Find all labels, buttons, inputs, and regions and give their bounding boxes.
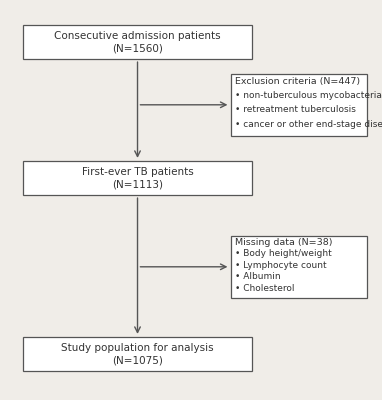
Text: (N=1560): (N=1560)	[112, 43, 163, 53]
Text: (N=1075): (N=1075)	[112, 355, 163, 366]
FancyBboxPatch shape	[231, 236, 367, 298]
Text: • cancer or other end-stage disease: • cancer or other end-stage disease	[235, 120, 382, 128]
Text: First-ever TB patients: First-ever TB patients	[82, 166, 193, 176]
Text: • non-tuberculous mycobacterial lung disease: • non-tuberculous mycobacterial lung dis…	[235, 91, 382, 100]
FancyBboxPatch shape	[231, 74, 367, 136]
FancyBboxPatch shape	[23, 337, 252, 371]
Text: • Albumin: • Albumin	[235, 272, 280, 281]
Text: Missing data (N=38): Missing data (N=38)	[235, 238, 332, 247]
Text: Consecutive admission patients: Consecutive admission patients	[54, 30, 221, 40]
Text: • retreatment tuberculosis: • retreatment tuberculosis	[235, 106, 356, 114]
Text: Study population for analysis: Study population for analysis	[61, 342, 214, 353]
Text: • Cholesterol: • Cholesterol	[235, 284, 295, 293]
Text: (N=1113): (N=1113)	[112, 179, 163, 189]
Text: • Body height/weight: • Body height/weight	[235, 249, 332, 258]
FancyBboxPatch shape	[23, 161, 252, 195]
Text: Exclusion criteria (N=447): Exclusion criteria (N=447)	[235, 77, 360, 86]
Text: • Lymphocyte count: • Lymphocyte count	[235, 261, 327, 270]
FancyBboxPatch shape	[23, 25, 252, 59]
